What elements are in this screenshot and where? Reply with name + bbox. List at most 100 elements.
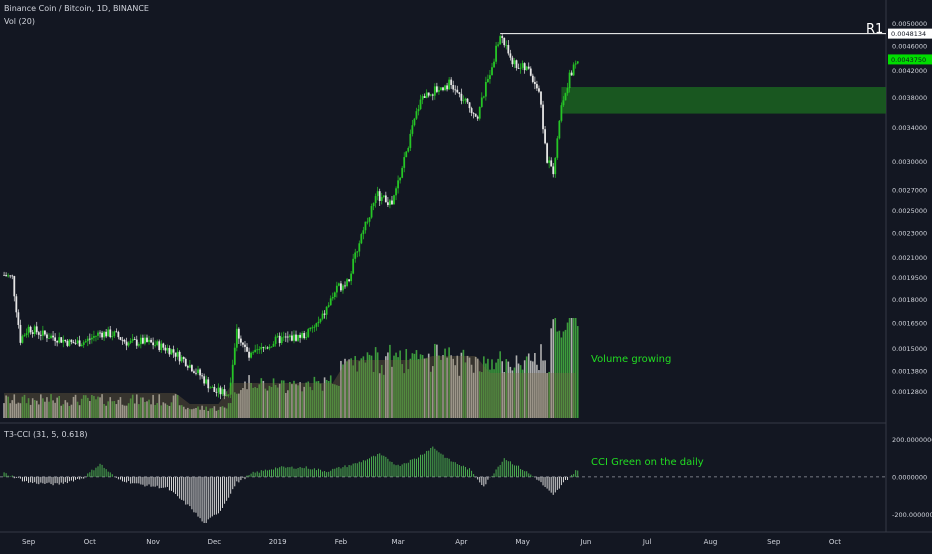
candle-body — [19, 324, 22, 343]
volume-bar — [252, 387, 254, 418]
candle-body — [109, 329, 112, 338]
candle-body — [107, 329, 110, 337]
volume-bar — [550, 328, 552, 418]
volume-bar — [356, 371, 359, 418]
candle-body — [131, 339, 134, 341]
time-tick-label-9: Jun — [579, 538, 591, 546]
candle-body — [337, 283, 340, 286]
volume-bar — [285, 392, 287, 418]
candle-body — [13, 276, 16, 297]
volume-bar — [493, 369, 495, 418]
candle-body — [327, 305, 330, 307]
cci-indicator-label: T3-CCI (31, 5, 0.618) — [3, 430, 88, 439]
candle-body — [440, 87, 442, 91]
volume-bar — [250, 382, 252, 418]
candle-body — [462, 100, 465, 102]
time-tick-label-6: Mar — [391, 538, 404, 546]
volume-bar — [317, 381, 320, 418]
volume-bar — [425, 358, 428, 418]
volume-bar — [119, 397, 122, 418]
volume-bar — [78, 405, 81, 418]
candle-body — [174, 352, 177, 357]
volume-bar — [40, 394, 42, 418]
volume-bar — [515, 355, 518, 418]
main-pane-marks[interactable]: 0.0048134 0.0043750 — [3, 28, 932, 418]
volume-bar — [207, 410, 210, 418]
volume-bar — [460, 352, 463, 418]
volume-bar — [129, 398, 132, 418]
candle-body — [33, 326, 36, 335]
volume-bar — [217, 409, 220, 418]
volume-bar — [178, 405, 181, 418]
candle-body — [113, 331, 116, 337]
candle-body — [507, 45, 510, 54]
candle-body — [313, 326, 316, 328]
volume-bar — [180, 405, 183, 418]
candle-body — [178, 351, 181, 362]
candle-body — [58, 337, 61, 343]
candle-body — [517, 67, 520, 69]
volume-bar — [497, 358, 499, 418]
volume-bar — [233, 392, 236, 418]
price-tick-label-6: 0.0027000 — [892, 186, 927, 194]
price-tick-label-0: 0.0050000 — [892, 20, 927, 28]
volume-bar — [560, 337, 563, 418]
candle-body — [568, 72, 571, 89]
candle-body — [389, 200, 391, 206]
candle-body — [93, 336, 95, 338]
candle-body — [435, 86, 438, 92]
volume-bar — [340, 360, 342, 418]
volume-bar — [154, 404, 156, 418]
candle-body — [156, 341, 159, 345]
candle-body — [39, 334, 42, 336]
candle-body — [105, 331, 108, 337]
volume-bar — [415, 350, 418, 418]
volume-bar — [174, 394, 177, 418]
volume-bar — [374, 347, 377, 418]
volume-bar — [219, 406, 222, 418]
candle-body — [80, 344, 83, 347]
candle-body — [101, 332, 103, 338]
candle-body — [554, 157, 557, 175]
volume-bar — [344, 358, 346, 418]
volume-bar — [366, 352, 369, 418]
price-tick-label-3: 0.0038000 — [892, 94, 927, 102]
volume-bar — [527, 353, 530, 418]
candle-body — [201, 375, 204, 377]
candle-body — [352, 258, 355, 274]
candle-body — [370, 206, 373, 218]
candle-body — [176, 351, 179, 357]
candle-body — [574, 63, 577, 65]
volume-bar — [23, 394, 26, 418]
volume-bar — [419, 354, 422, 418]
candle-body — [382, 195, 385, 198]
candle-body — [413, 118, 416, 126]
volume-bar — [231, 378, 234, 418]
volume-bar — [72, 396, 75, 418]
volume-bar — [37, 404, 40, 418]
candle-body — [84, 341, 87, 343]
volume-bar — [35, 400, 38, 418]
candle-body — [474, 113, 477, 117]
candle-body — [293, 334, 295, 341]
volume-bar — [536, 364, 538, 418]
candle-body — [172, 349, 175, 353]
candle-body — [533, 81, 536, 85]
candle-body — [417, 109, 420, 112]
candle-body — [62, 339, 65, 343]
candle-body — [72, 342, 75, 344]
volume-bar — [468, 357, 471, 418]
cci-pane-marks[interactable] — [0, 446, 886, 524]
volume-bar — [123, 405, 126, 418]
candle-body — [429, 94, 432, 96]
volume-bar — [89, 401, 91, 418]
candle-body — [239, 338, 242, 343]
cci-tick-label-1: 0.0000000 — [892, 473, 927, 481]
candle-body — [103, 331, 106, 338]
candle-body — [123, 339, 126, 342]
volume-bar — [293, 380, 295, 418]
volume-bar — [95, 399, 97, 418]
candle-body — [15, 296, 18, 313]
candle-body — [438, 90, 440, 92]
volume-bar — [480, 372, 483, 418]
